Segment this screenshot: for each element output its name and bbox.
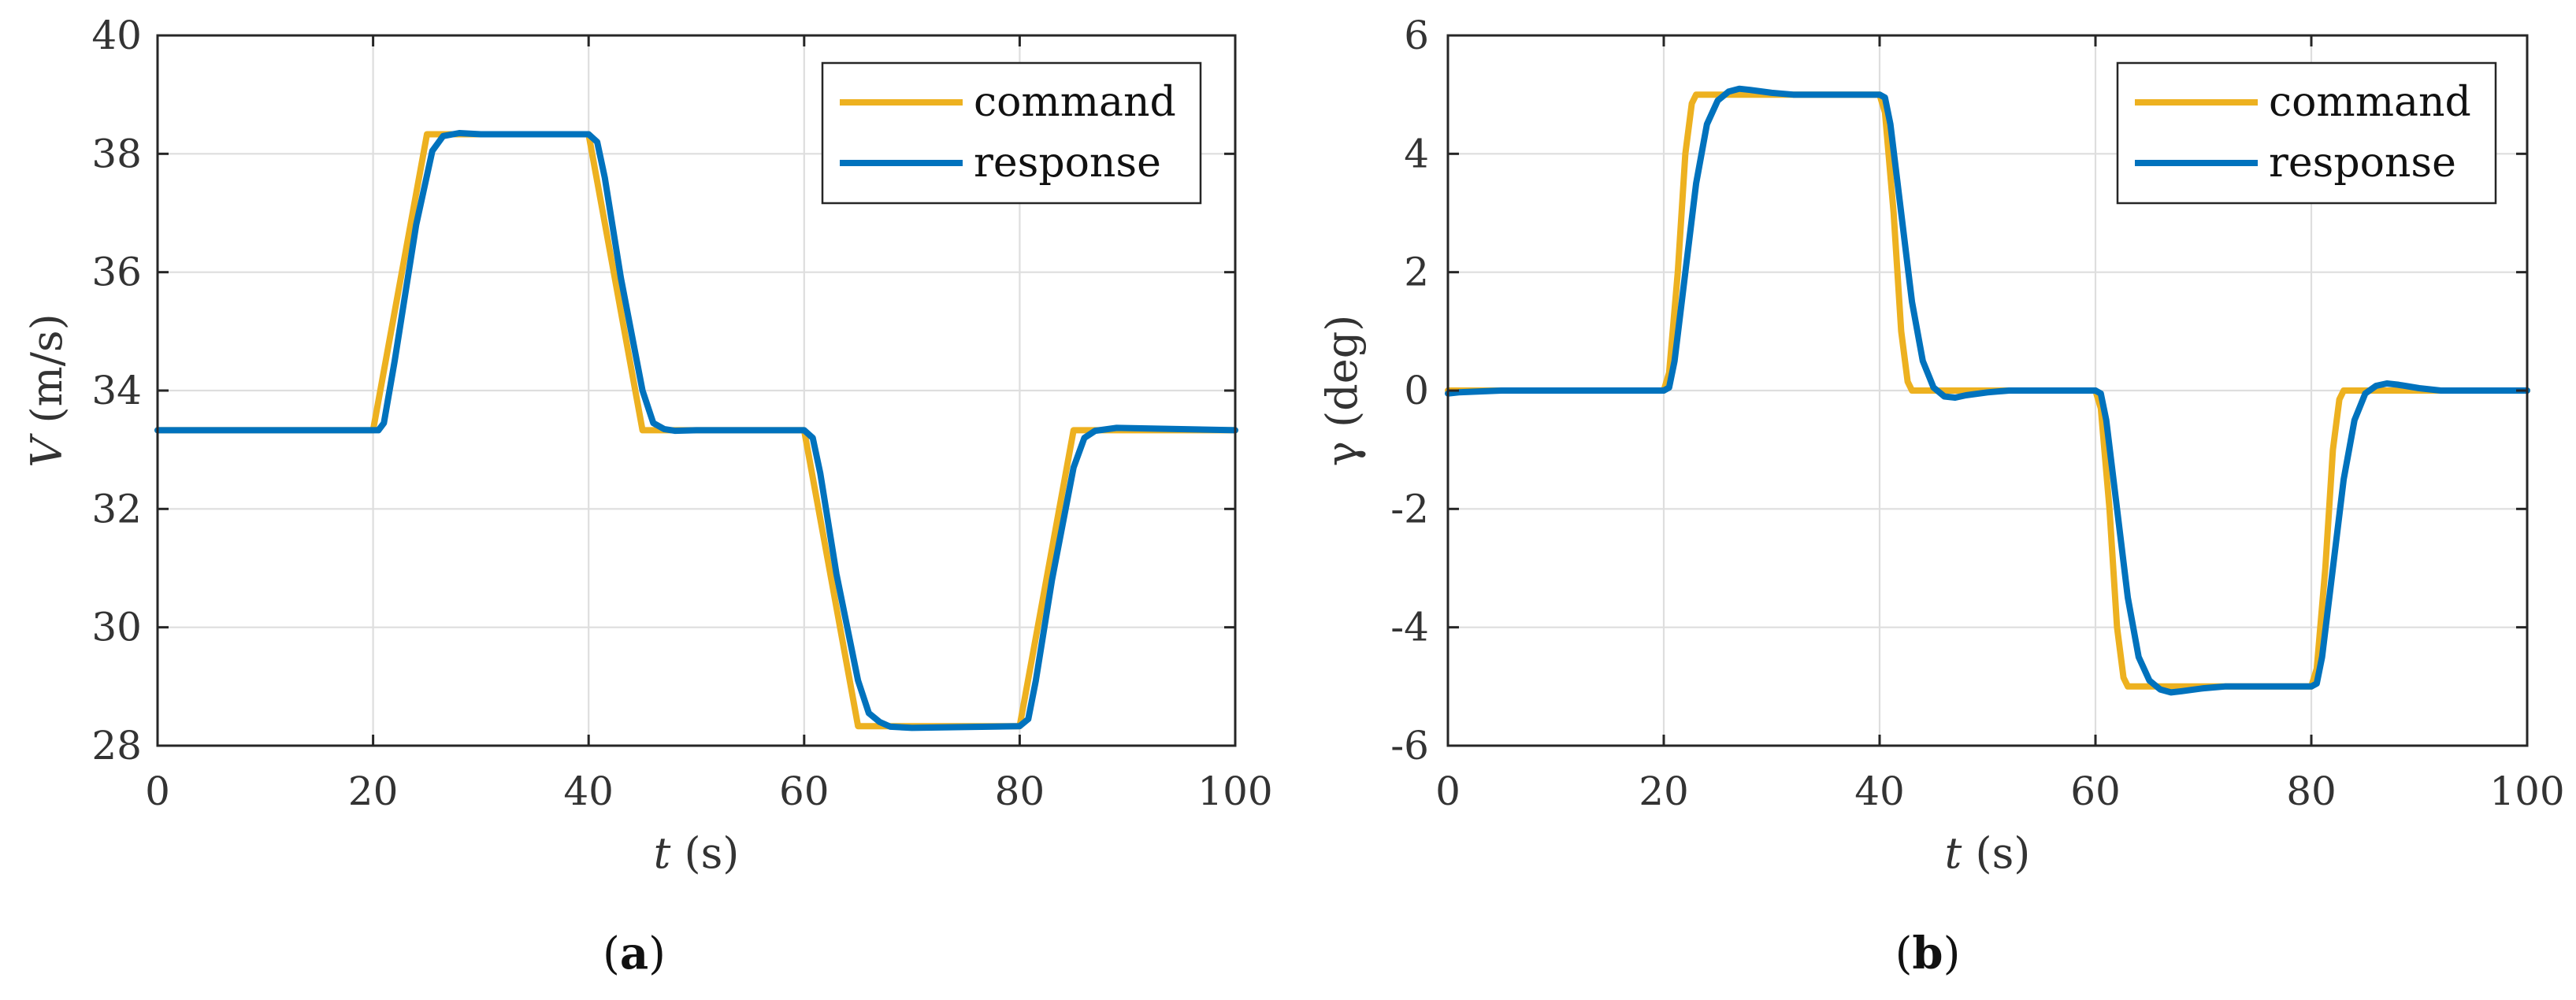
series-line-response [154,130,1238,731]
y-axis-unit: (m/s) [22,313,72,423]
caption-close: ) [1943,928,1961,980]
tick-group [156,34,1237,747]
y-tick-label: -2 [1390,486,1429,531]
x-axis-var: t [1945,828,1962,878]
y-tick-label: -6 [1390,723,1429,769]
y-tick-label: 28 [91,723,142,769]
legend: command response [2116,61,2497,205]
y-axis-unit: (deg) [1317,315,1367,428]
y-tick-labels: -6 -4 -2 0 2 4 6 [1390,13,1429,769]
legend-label-response: response [2269,139,2456,187]
x-axis-unit: (s) [1976,828,2031,878]
y-tick-labels: 28 30 32 34 36 38 40 [91,13,142,769]
x-tick-label: 100 [1197,769,1272,814]
x-tick-label: 20 [1639,769,1689,814]
legend: command response [821,61,1202,205]
legend-label-command: command [2269,79,2471,126]
series-group [1445,85,2530,696]
x-axis-label: t (s) [654,828,740,878]
x-axis-unit: (s) [685,828,740,878]
x-tick-label: 0 [145,769,170,814]
panel-b: 0 20 40 60 80 100 -6 -4 -2 0 2 4 6 t (s)… [1317,13,2565,980]
legend-box [2116,61,2497,205]
x-axis-label: t (s) [1945,828,2031,878]
series-group [154,130,1238,731]
x-axis-var: t [654,828,671,878]
y-tick-label: 2 [1404,250,1429,295]
y-tick-label: 4 [1404,131,1429,176]
x-tick-label: 0 [1435,769,1461,814]
x-tick-label: 20 [348,769,399,814]
x-tick-label: 80 [995,769,1045,814]
y-tick-label: 0 [1404,368,1429,413]
x-tick-label: 100 [2489,769,2564,814]
y-axis-label: V (m/s) [22,313,72,467]
x-tick-labels: 0 20 40 60 80 100 [1435,769,2565,814]
panel-caption: (a) [603,928,666,980]
x-tick-labels: 0 20 40 60 80 100 [145,769,1273,814]
y-tick-label: 30 [91,605,142,650]
legend-box [821,61,1202,205]
x-tick-label: 40 [563,769,614,814]
y-axis-var: V [22,433,72,468]
caption-open: ( [603,928,620,980]
panel-a: 0 20 40 60 80 100 28 30 32 34 36 38 40 t… [22,13,1273,980]
y-tick-label: 40 [91,13,142,58]
series-line-response [1445,85,2530,696]
x-tick-label: 60 [779,769,830,814]
panel-caption: (b) [1895,928,1961,980]
x-tick-label: 80 [2286,769,2337,814]
y-axis-var: γ [1317,441,1367,466]
caption-letter: a [620,928,648,980]
legend-label-command: command [974,79,1176,126]
y-axis-label: γ (deg) [1317,315,1367,467]
y-tick-label: 38 [91,131,142,176]
caption-close: ) [648,928,666,980]
legend-label-response: response [974,139,1161,187]
tick-group [1446,34,2529,747]
y-tick-label: 32 [91,486,142,531]
y-tick-label: 36 [91,250,142,295]
x-tick-label: 60 [2070,769,2121,814]
x-tick-label: 40 [1854,769,1905,814]
y-tick-label: 34 [91,368,142,413]
y-tick-label: 6 [1404,13,1429,58]
caption-letter: b [1912,928,1943,980]
y-tick-label: -4 [1390,605,1429,650]
caption-open: ( [1895,928,1913,980]
